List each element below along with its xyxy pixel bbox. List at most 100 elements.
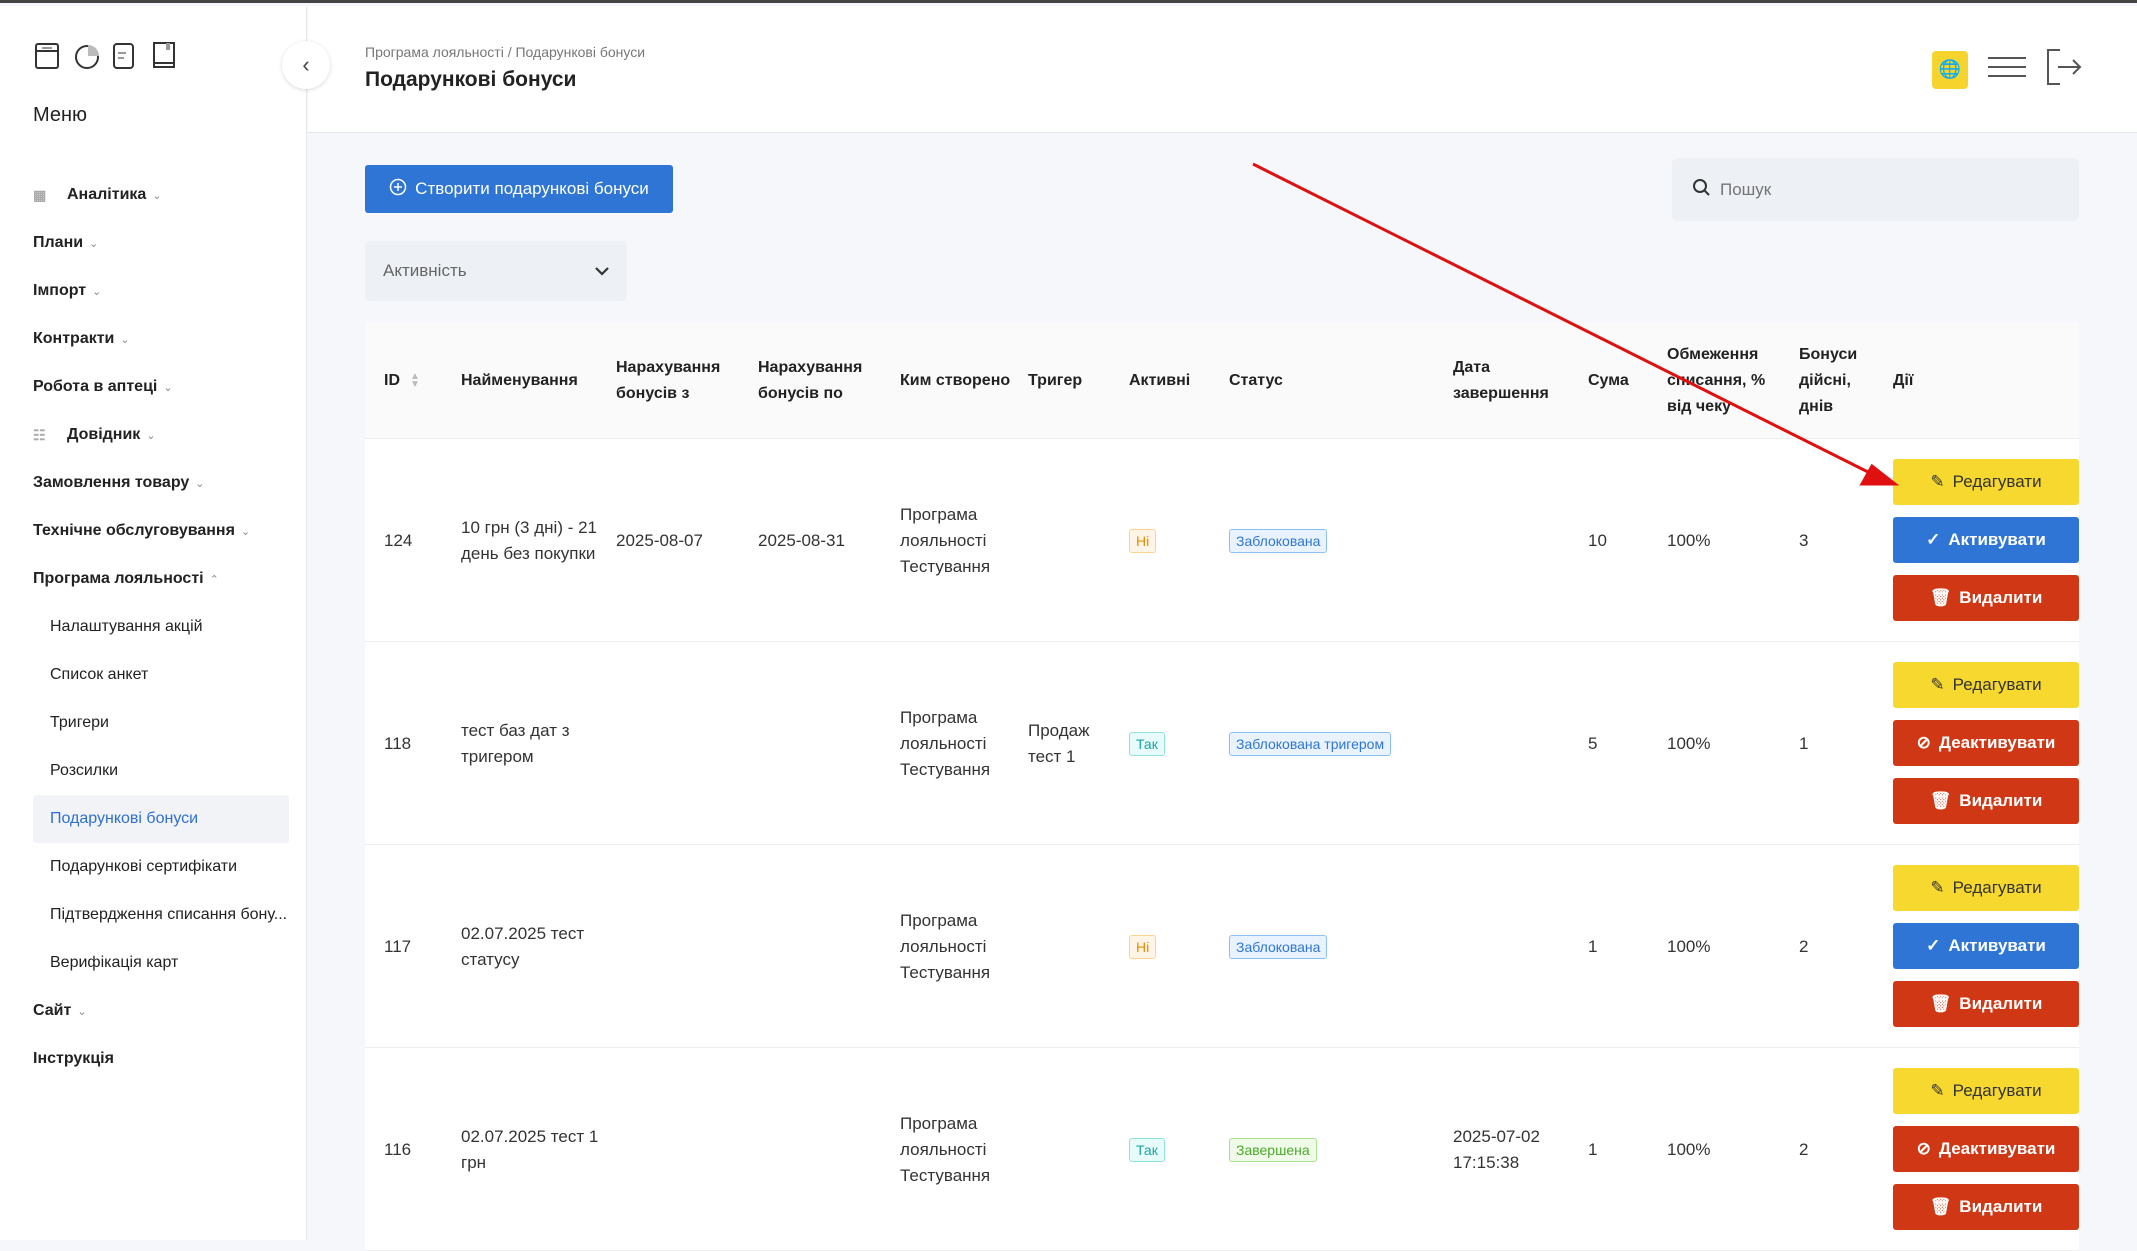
sidebar-item-label: Інструкція bbox=[33, 1050, 114, 1067]
hamburger-menu-icon[interactable] bbox=[1988, 56, 2026, 83]
column-header: Нарахування бонусів з bbox=[616, 358, 721, 402]
sidebar-item-label: Список анкет bbox=[50, 666, 149, 683]
pie-chart-icon[interactable] bbox=[73, 42, 99, 70]
deactivate-button[interactable]: ⊘ Деактивувати bbox=[1893, 720, 2079, 766]
edit-button[interactable]: ✎ Редагувати bbox=[1893, 1068, 2079, 1114]
delete-button[interactable]: 🗑︎ Видалити bbox=[1893, 778, 2079, 824]
cell-id: 124 bbox=[384, 530, 413, 550]
edit-button[interactable]: ✎ Редагувати bbox=[1893, 459, 2079, 505]
cell-sum: 1 bbox=[1588, 936, 1598, 956]
sidebar-item-12[interactable]: Розсилки bbox=[33, 747, 289, 795]
sidebar-item-label: Подарункові бонуси bbox=[50, 810, 199, 827]
menu-title: Меню bbox=[33, 104, 88, 126]
book-icon[interactable] bbox=[151, 42, 177, 70]
archive-icon[interactable] bbox=[34, 42, 60, 70]
activate-button[interactable]: ✓ Активувати bbox=[1893, 517, 2079, 563]
breadcrumb[interactable]: Програма лояльності / Подарункові бонуси bbox=[365, 44, 646, 60]
cell-limit: 100% bbox=[1667, 733, 1711, 753]
deactivate-button[interactable]: ⊘ Деактивувати bbox=[1893, 1126, 2079, 1172]
language-button[interactable]: 🌐 bbox=[1932, 50, 1968, 89]
cell-limit: 100% bbox=[1667, 936, 1711, 956]
collapse-sidebar-button[interactable]: ‹ bbox=[282, 41, 330, 89]
sidebar-item-label: Аналітика bbox=[67, 186, 147, 203]
column-header: Найменування bbox=[461, 371, 578, 389]
column-header: Тригер bbox=[1028, 371, 1083, 389]
search-input[interactable] bbox=[1720, 179, 2060, 200]
cell-to: 2025-08-31 bbox=[758, 530, 845, 550]
delete-button[interactable]: 🗑︎ Видалити bbox=[1893, 575, 2079, 621]
check-icon: ✓ bbox=[1926, 530, 1941, 549]
activity-filter-select[interactable]: Активність bbox=[365, 241, 627, 301]
check-icon: ✓ bbox=[1926, 936, 1941, 955]
sidebar-item-8[interactable]: Програма лояльності ⌃ bbox=[33, 555, 289, 603]
chevron-down-icon: ⌄ bbox=[89, 237, 99, 250]
sidebar-item-7[interactable]: Технічне обслуговування ⌄ bbox=[33, 507, 289, 555]
sidebar-item-15[interactable]: Підтвердження списання бону... bbox=[33, 891, 289, 939]
sidebar-item-label: Технічне обслуговування bbox=[33, 522, 235, 539]
active-badge: Так bbox=[1129, 1137, 1165, 1162]
sort-icon[interactable]: ▲ ▼ bbox=[410, 370, 420, 390]
chevron-down-icon: ⌄ bbox=[120, 333, 130, 346]
sidebar-item-4[interactable]: Робота в аптеці ⌄ bbox=[33, 363, 289, 411]
table-row: 124 10 грн (3 дні) - 21 день без покупки 2… bbox=[365, 439, 2079, 642]
sidebar-item-9[interactable]: Налаштування акцій bbox=[33, 603, 289, 651]
cell-active: Ні bbox=[1129, 439, 1219, 642]
chevron-up-icon: ⌃ bbox=[209, 573, 219, 586]
sidebar-item-10[interactable]: Список анкет bbox=[33, 651, 289, 699]
activate-button[interactable]: ✓ Активувати bbox=[1893, 923, 2079, 969]
row-actions: ✎ Редагувати ⊘ Деактивувати 🗑︎ Видалити bbox=[1893, 1068, 2079, 1230]
sidebar-item-13[interactable]: Подарункові бонуси bbox=[33, 795, 289, 843]
sidebar-nav: ▦ Аналітика ⌄ Плани ⌄ Імпорт ⌄ Контракти ⌄ Робота… bbox=[33, 171, 289, 1083]
cell-days: 2 bbox=[1799, 1139, 1809, 1159]
delete-button[interactable]: 🗑︎ Видалити bbox=[1893, 981, 2079, 1027]
column-header: Дії bbox=[1893, 371, 1914, 389]
cell-id: 116 bbox=[384, 1139, 412, 1159]
logout-icon[interactable] bbox=[2046, 48, 2082, 91]
create-gift-bonus-button[interactable]: Створити подарункові бонуси bbox=[365, 165, 673, 213]
edit-button[interactable]: ✎ Редагувати bbox=[1893, 662, 2079, 708]
sidebar-item-11[interactable]: Тригери bbox=[33, 699, 289, 747]
active-badge: Так bbox=[1129, 731, 1165, 756]
sidebar-item-label: Розсилки bbox=[50, 762, 119, 779]
cell-name: 02.07.2025 тест статусу bbox=[461, 923, 585, 969]
sidebar-item-5[interactable]: ☷ Довідник ⌄ bbox=[33, 411, 289, 459]
cell-id: 118 bbox=[384, 733, 412, 753]
sidebar-item-6[interactable]: Замовлення товару ⌄ bbox=[33, 459, 289, 507]
sidebar-item-14[interactable]: Подарункові сертифікати bbox=[33, 843, 289, 891]
search-field[interactable] bbox=[1672, 158, 2079, 221]
document-icon[interactable] bbox=[112, 42, 138, 70]
pencil-icon: ✎ bbox=[1930, 878, 1945, 897]
row-actions: ✎ Редагувати ⊘ Деактивувати 🗑︎ Видалити bbox=[1893, 662, 2079, 824]
page-header: Програма лояльності / Подарункові бонуси… bbox=[308, 6, 2137, 133]
cell-end bbox=[1453, 642, 1583, 845]
sidebar-item-18[interactable]: Інструкція bbox=[33, 1035, 289, 1083]
quick-icons bbox=[34, 42, 177, 70]
cell-end bbox=[1453, 439, 1583, 642]
sidebar-item-3[interactable]: Контракти ⌄ bbox=[33, 315, 289, 363]
column-header[interactable]: ID ▲ ▼ bbox=[384, 370, 420, 390]
ban-icon: ⊘ bbox=[1916, 733, 1931, 752]
cell-sum: 10 bbox=[1588, 530, 1607, 550]
delete-button[interactable]: 🗑︎ Видалити bbox=[1893, 1184, 2079, 1230]
sidebar-item-1[interactable]: Плани ⌄ bbox=[33, 219, 289, 267]
plus-circle-icon bbox=[389, 178, 407, 201]
page-title: Подарункові бонуси bbox=[365, 68, 577, 91]
sidebar-item-0[interactable]: ▦ Аналітика ⌄ bbox=[33, 171, 289, 219]
status-badge: Заблокована тригером bbox=[1229, 731, 1392, 756]
cell-sum: 1 bbox=[1588, 1139, 1598, 1159]
cell-name: тест баз дат з тригером bbox=[461, 720, 570, 766]
sidebar-item-2[interactable]: Імпорт ⌄ bbox=[33, 267, 289, 315]
edit-button[interactable]: ✎ Редагувати bbox=[1893, 865, 2079, 911]
cell-created: Програма лояльності Тестування bbox=[900, 504, 991, 576]
sidebar-item-17[interactable]: Сайт ⌄ bbox=[33, 987, 289, 1035]
cell-name: 02.07.2025 тест 1 грн bbox=[461, 1126, 599, 1172]
cell-from bbox=[616, 845, 746, 1048]
cell-from bbox=[616, 642, 746, 845]
row-actions: ✎ Редагувати ✓ Активувати 🗑︎ Видалити bbox=[1893, 865, 2079, 1027]
column-header: Сума bbox=[1588, 371, 1629, 389]
sidebar-item-16[interactable]: Верифікація карт bbox=[33, 939, 289, 987]
sidebar-item-label: Робота в аптеці bbox=[33, 378, 158, 395]
cell-name: 10 грн (3 дні) - 21 день без покупки bbox=[461, 517, 597, 563]
sidebar-item-label: Імпорт bbox=[33, 282, 87, 299]
cell-active: Так bbox=[1129, 642, 1219, 845]
